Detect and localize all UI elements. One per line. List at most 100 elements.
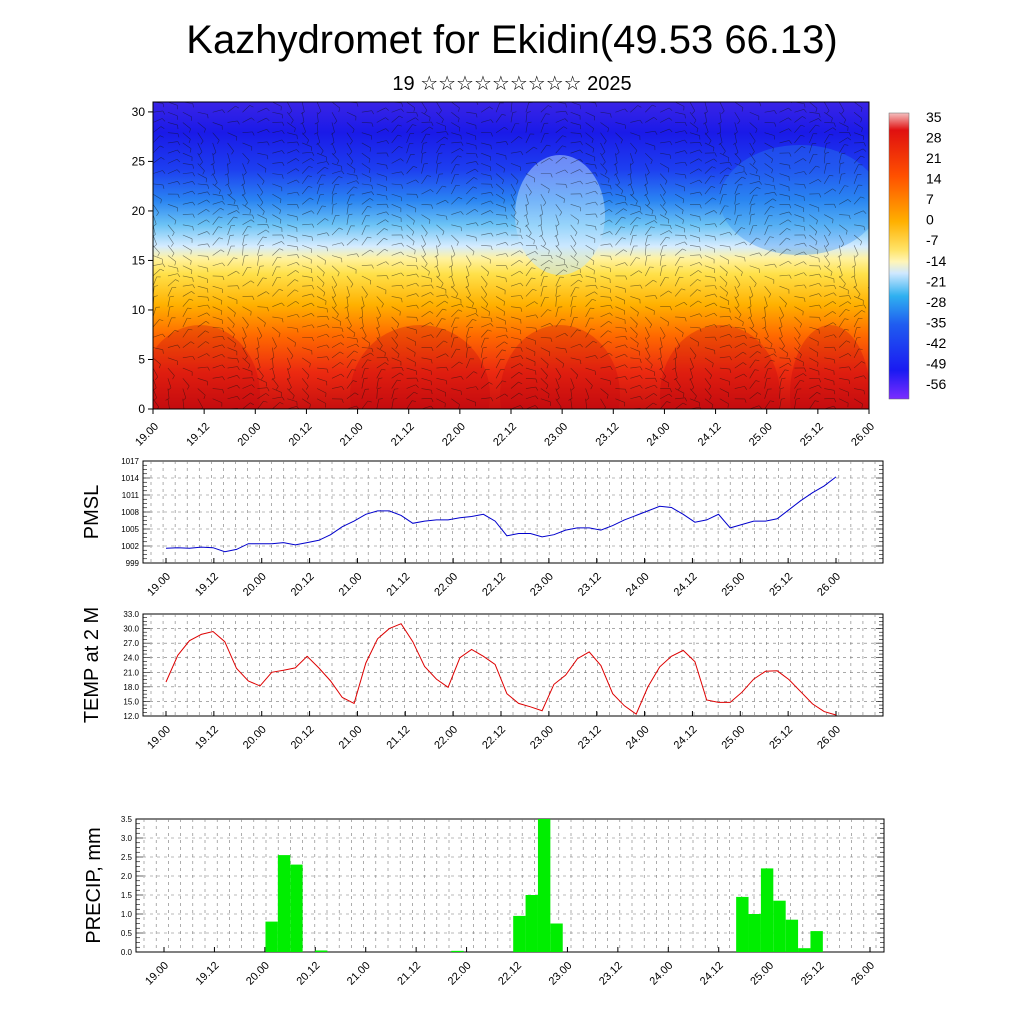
wind-barb-flag (423, 163, 428, 165)
wind-barb (167, 344, 178, 348)
wind-barb-flag (654, 378, 658, 383)
wind-barb-flag (602, 161, 606, 166)
wind-barb (227, 216, 234, 225)
wind-barb-flag (722, 151, 726, 155)
wind-barb-flag (280, 199, 282, 204)
wind-barb (391, 316, 400, 325)
wind-barb-flag (413, 165, 418, 168)
wind-barb (376, 193, 387, 197)
wind-barb (361, 275, 371, 281)
wind-barb (600, 122, 609, 129)
wind-barb (212, 306, 222, 312)
wind-barb (645, 220, 655, 226)
wind-barb-flag (260, 202, 264, 206)
wind-barb-flag (577, 220, 580, 225)
wind-barb-flag (400, 261, 404, 265)
wind-barb-flag (351, 369, 356, 371)
wind-barb-flag (580, 274, 583, 278)
wind-barb (227, 395, 238, 400)
wind-barb-flag (237, 396, 240, 400)
wind-barb-flag (860, 118, 863, 123)
wind-barb-flag (281, 150, 285, 155)
wind-barb (675, 316, 686, 318)
wind-barb-flag (861, 403, 863, 409)
wind-barb-flag (549, 158, 553, 162)
wind-barb (212, 122, 223, 126)
wind-barb-flag (162, 263, 166, 268)
wind-barb (153, 268, 161, 277)
wind-barb (167, 408, 169, 409)
wind-barb (242, 392, 251, 400)
wind-barb-flag (206, 219, 210, 223)
wind-barb-flag (676, 345, 681, 350)
wind-barb-flag (844, 144, 849, 146)
wind-barb-flag (758, 344, 762, 349)
wind-barb (794, 109, 805, 113)
wind-barb (674, 337, 681, 347)
wind-barb (316, 166, 325, 174)
wind-barb-flag (653, 117, 658, 121)
wind-barb (257, 117, 267, 123)
wind-barb (585, 181, 596, 185)
wind-barb-flag (562, 135, 567, 138)
wind-barb (272, 266, 277, 277)
wind-barb (615, 237, 623, 246)
wind-barb (436, 265, 441, 276)
wind-barb (212, 326, 223, 329)
wind-barb-flag (504, 127, 508, 130)
wind-barb (436, 340, 444, 348)
wind-barb-flag (751, 203, 756, 205)
wind-barb-flag (646, 254, 651, 257)
wind-barb (466, 408, 467, 409)
wind-barb-flag (203, 395, 206, 400)
wind-barb-flag (169, 418, 172, 421)
wind-barb (704, 158, 714, 164)
wind-barb (824, 378, 834, 382)
wind-barb-flag (848, 132, 852, 137)
wind-barb (570, 245, 577, 254)
wind-barb-flag (621, 190, 624, 195)
wind-barb-flag (204, 128, 206, 133)
wind-barb (719, 356, 730, 359)
wind-barb-flag (818, 304, 822, 309)
wind-barb-flag (654, 384, 658, 389)
wind-barb (197, 111, 208, 115)
wind-barb (480, 265, 489, 273)
wind-barb-flag (231, 150, 234, 155)
wind-barb (660, 163, 669, 169)
wind-barb (660, 230, 670, 236)
wind-barb-flag (699, 246, 702, 251)
pmsl-ytick-label: 1005 (121, 525, 139, 534)
wind-barb-flag (651, 210, 654, 215)
wind-barb (645, 117, 654, 123)
wind-barb-flag (689, 377, 693, 381)
wind-barb-flag (699, 179, 703, 184)
wind-barb (242, 316, 249, 326)
wind-barb (287, 191, 298, 195)
wind-barb (779, 237, 787, 246)
wind-barb (451, 275, 455, 286)
wind-barb (242, 327, 247, 337)
wind-barb-flag (520, 151, 524, 156)
wind-barb (749, 204, 752, 215)
wind-barb (391, 171, 402, 174)
wind-barb (466, 319, 473, 328)
wind-barb-flag (399, 372, 404, 376)
heatmap-overlay (153, 102, 869, 421)
wind-barb (570, 111, 581, 116)
wind-barb (689, 270, 699, 277)
wind-barb (212, 376, 223, 379)
wind-barb-flag (346, 295, 350, 299)
wind-barb-flag (281, 318, 284, 323)
wind-barb (823, 134, 830, 144)
wind-barb (644, 327, 650, 337)
wind-barb (794, 193, 805, 198)
wind-barb (451, 286, 459, 294)
wind-barb-flag (487, 272, 490, 277)
wind-barb-flag (243, 172, 247, 176)
wind-barb-flag (784, 303, 787, 308)
wind-barb-flag (535, 395, 539, 400)
wind-barb-flag (502, 349, 507, 352)
wind-barb (197, 208, 207, 215)
wind-barb (302, 151, 313, 154)
